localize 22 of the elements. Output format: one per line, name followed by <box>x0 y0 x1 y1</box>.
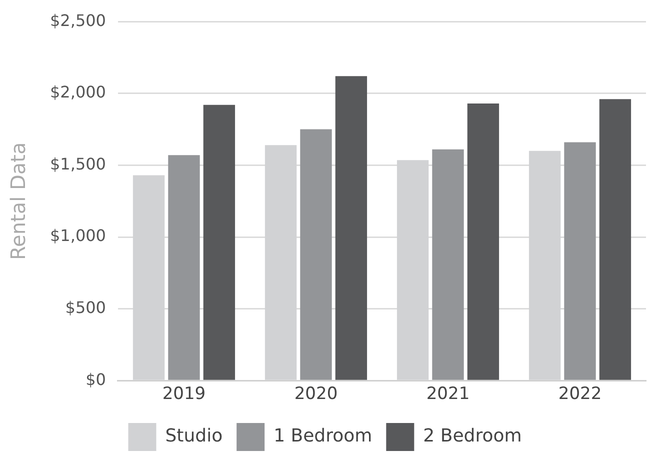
x-tick-label: 2020 <box>294 384 338 404</box>
y-tick-label: $2,000 <box>50 82 106 102</box>
bar <box>335 76 368 380</box>
x-tick-label: 2022 <box>558 384 602 404</box>
y-axis-title: Rental Data <box>6 142 30 260</box>
legend-label: Studio <box>165 426 223 447</box>
y-tick-label: $500 <box>65 298 106 317</box>
bar <box>432 149 464 380</box>
x-tick-label: 2019 <box>162 384 206 404</box>
y-tick-label: $2,500 <box>50 10 106 30</box>
bar <box>300 129 332 380</box>
x-tick-label: 2021 <box>426 384 470 404</box>
bar <box>467 103 500 380</box>
bar <box>564 142 596 380</box>
legend-label: 2 Bedroom <box>423 426 522 447</box>
bar <box>203 104 236 380</box>
y-tick-label: $1,500 <box>50 154 106 174</box>
bar <box>599 99 632 380</box>
y-tick-label: $1,000 <box>50 226 106 246</box>
bar <box>168 155 200 380</box>
y-tick-label: $0 <box>86 370 106 389</box>
legend-label: 1 Bedroom <box>274 426 372 447</box>
